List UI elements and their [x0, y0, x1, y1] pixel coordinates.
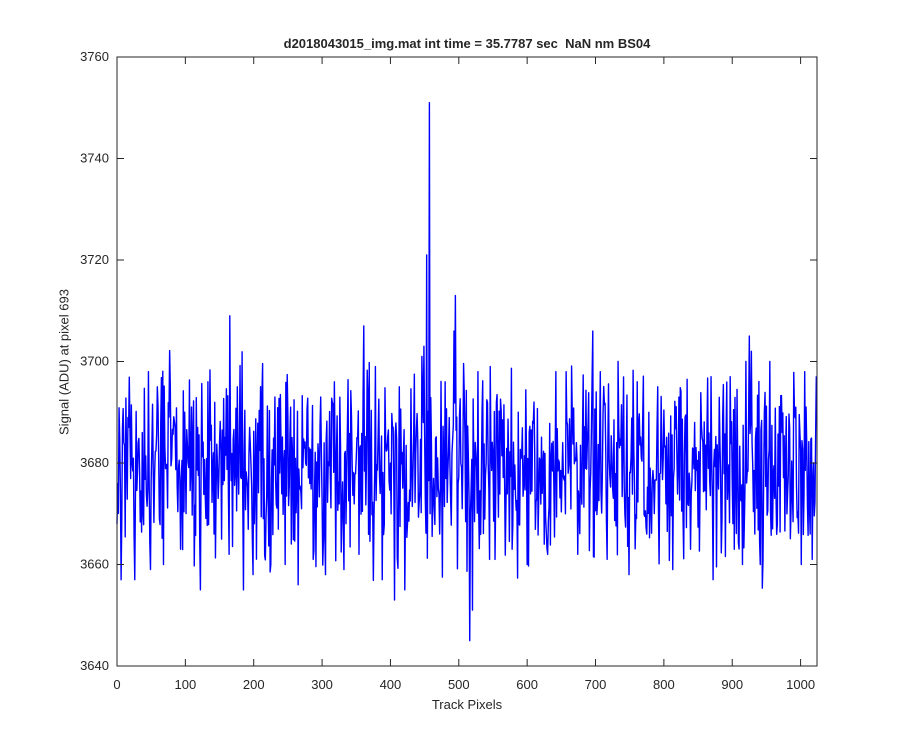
x-tick-label: 900 — [721, 677, 743, 692]
x-tick-label: 800 — [653, 677, 675, 692]
x-tick-label: 400 — [380, 677, 402, 692]
series-line — [116, 101, 818, 642]
y-tick-label: 3760 — [80, 49, 109, 64]
chart-title: d2018043015_img.mat int time = 35.7787 s… — [283, 36, 651, 51]
y-tick-label: 3720 — [80, 252, 109, 267]
x-tick-label: 0 — [113, 677, 120, 692]
y-tick-label: 3700 — [80, 354, 109, 369]
x-tick-label: 600 — [516, 677, 538, 692]
y-tick-label: 3640 — [80, 658, 109, 673]
x-tick-label: 200 — [243, 677, 265, 692]
x-tick-label: 700 — [585, 677, 607, 692]
x-tick-label: 300 — [311, 677, 333, 692]
y-axis-label: Signal (ADU) at pixel 693 — [56, 289, 72, 435]
axes-box — [116, 56, 818, 667]
y-tick-label: 3680 — [80, 455, 109, 470]
axes-background — [117, 57, 817, 666]
x-tick-label: 500 — [448, 677, 470, 692]
y-tick-label: 3660 — [80, 557, 109, 572]
x-tick-label: 100 — [175, 677, 197, 692]
x-axis-label: Track Pixels — [431, 697, 503, 712]
x-tick-label: 1000 — [786, 677, 815, 692]
y-tick-label: 3740 — [80, 151, 109, 166]
